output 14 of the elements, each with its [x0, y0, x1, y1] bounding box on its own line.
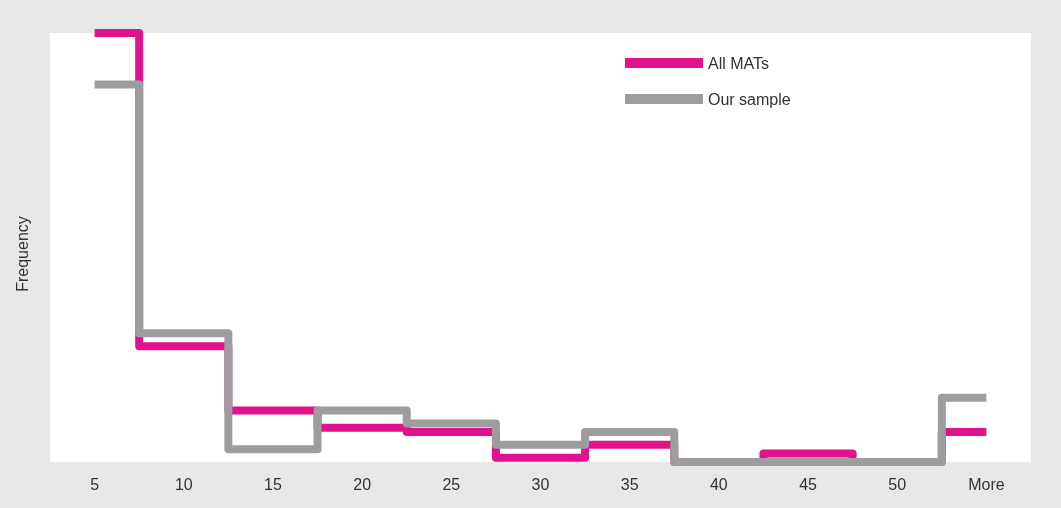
x-tick-label: 40 [709, 475, 728, 493]
x-tick-label: 5 [90, 475, 100, 493]
legend-label: Our sample [708, 90, 791, 108]
x-tick-label: 35 [620, 475, 639, 493]
x-tick-label: 15 [264, 475, 282, 493]
x-tick-label: More [968, 475, 1005, 493]
x-tick-label: 10 [174, 475, 193, 493]
y-axis-title: Frequency [13, 216, 31, 292]
x-tick-label: 30 [531, 475, 550, 493]
legend-label: All MATs [708, 54, 770, 72]
x-tick-label: 20 [353, 475, 372, 493]
x-tick-label: 50 [888, 475, 907, 493]
x-tick-label: 25 [442, 475, 461, 493]
x-tick-label: 45 [799, 475, 818, 493]
